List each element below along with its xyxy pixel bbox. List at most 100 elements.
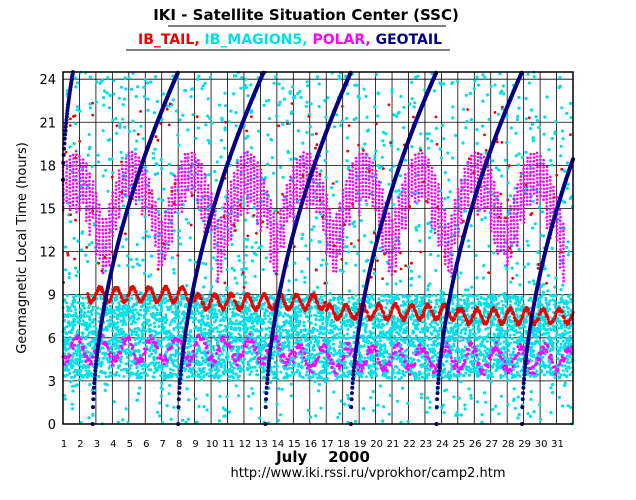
magion5-point bbox=[364, 330, 368, 334]
magion5-point bbox=[397, 377, 401, 381]
magion5-point bbox=[346, 92, 350, 96]
magion5-point bbox=[352, 224, 357, 228]
magion5-point bbox=[515, 118, 520, 122]
magion5-point bbox=[295, 319, 299, 323]
magion5-point bbox=[285, 119, 289, 123]
magion5-point bbox=[173, 364, 177, 368]
magion5-point bbox=[78, 295, 82, 298]
magion5-point bbox=[101, 174, 105, 178]
magion5-point bbox=[304, 336, 308, 340]
magion5-point bbox=[144, 230, 148, 234]
magion5-point bbox=[380, 318, 384, 322]
magion5-point bbox=[459, 271, 463, 275]
magion5-point bbox=[131, 308, 135, 312]
magion5-point bbox=[69, 309, 73, 313]
magion5-point bbox=[79, 307, 83, 311]
magion5-point bbox=[397, 368, 401, 372]
magion5-point bbox=[73, 320, 77, 323]
magion5-point bbox=[148, 301, 152, 305]
magion5-point bbox=[206, 138, 210, 142]
magion5-point bbox=[171, 374, 175, 378]
magion5-point bbox=[210, 285, 214, 289]
magion5-point bbox=[215, 315, 219, 319]
magion5-point bbox=[493, 83, 497, 87]
magion5-point bbox=[412, 105, 416, 109]
magion5-point bbox=[74, 358, 78, 361]
magion5-point bbox=[379, 348, 383, 351]
magion5-point bbox=[164, 315, 168, 319]
magion5-point bbox=[439, 289, 443, 293]
magion5-point bbox=[130, 322, 133, 326]
magion5-point bbox=[349, 344, 352, 348]
magion5-point bbox=[72, 352, 76, 356]
magion5-point bbox=[280, 387, 284, 391]
magion5-point bbox=[475, 75, 479, 79]
magion5-point bbox=[378, 246, 382, 250]
magion5-point bbox=[311, 336, 315, 340]
magion5-point bbox=[315, 314, 319, 318]
magion5-point bbox=[413, 319, 417, 323]
magion5-point bbox=[232, 361, 236, 365]
magion5-point bbox=[319, 169, 323, 173]
magion5-point bbox=[248, 373, 252, 376]
magion5-point bbox=[352, 220, 356, 224]
magion5-point bbox=[141, 236, 145, 240]
magion5-point bbox=[392, 113, 396, 117]
magion5-point bbox=[305, 130, 309, 134]
magion5-point bbox=[425, 396, 430, 400]
magion5-point bbox=[276, 378, 280, 382]
magion5-point bbox=[160, 307, 164, 311]
magion5-point bbox=[124, 407, 128, 411]
magion5-point bbox=[306, 408, 310, 412]
magion5-point bbox=[561, 404, 565, 408]
magion5-point bbox=[138, 291, 143, 295]
magion5-point bbox=[234, 372, 238, 376]
magion5-point bbox=[433, 305, 437, 309]
magion5-point bbox=[241, 267, 246, 272]
magion5-point bbox=[371, 409, 375, 413]
magion5-point bbox=[260, 328, 264, 332]
magion5-point bbox=[108, 304, 112, 308]
magion5-point bbox=[196, 309, 199, 313]
magion5-point bbox=[427, 146, 431, 150]
magion5-point bbox=[344, 261, 348, 265]
magion5-point bbox=[385, 349, 388, 353]
magion5-point bbox=[480, 218, 484, 222]
magion5-point bbox=[443, 370, 446, 374]
magion5-point bbox=[270, 138, 274, 142]
magion5-point bbox=[469, 393, 473, 397]
magion5-point bbox=[225, 288, 229, 292]
magion5-point bbox=[383, 343, 387, 346]
magion5-point bbox=[64, 245, 68, 249]
magion5-point bbox=[370, 304, 374, 308]
magion5-point bbox=[303, 280, 307, 284]
magion5-point bbox=[404, 303, 408, 306]
magion5-point bbox=[418, 330, 422, 334]
magion5-point bbox=[429, 229, 433, 233]
magion5-point bbox=[338, 354, 342, 358]
magion5-point bbox=[200, 378, 204, 382]
magion5-point bbox=[436, 254, 440, 258]
magion5-point bbox=[283, 340, 287, 345]
magion5-point bbox=[459, 413, 463, 417]
magion5-point bbox=[312, 344, 316, 347]
magion5-point bbox=[382, 351, 386, 354]
magion5-point bbox=[461, 141, 465, 145]
magion5-point bbox=[129, 87, 134, 91]
magion5-point bbox=[217, 419, 222, 423]
magion5-point bbox=[116, 325, 120, 329]
magion5-point bbox=[96, 153, 100, 157]
magion5-point bbox=[168, 323, 172, 327]
magion5-point bbox=[338, 331, 342, 335]
magion5-point bbox=[384, 298, 388, 302]
magion5-point bbox=[335, 180, 339, 184]
magion5-point bbox=[80, 230, 85, 234]
magion5-point bbox=[97, 160, 101, 164]
magion5-point bbox=[65, 325, 69, 329]
magion5-point bbox=[305, 80, 309, 84]
magion5-point bbox=[165, 364, 169, 368]
magion5-point bbox=[125, 355, 129, 359]
magion5-point bbox=[169, 367, 172, 371]
magion5-point bbox=[308, 309, 312, 312]
magion5-point bbox=[373, 105, 377, 109]
